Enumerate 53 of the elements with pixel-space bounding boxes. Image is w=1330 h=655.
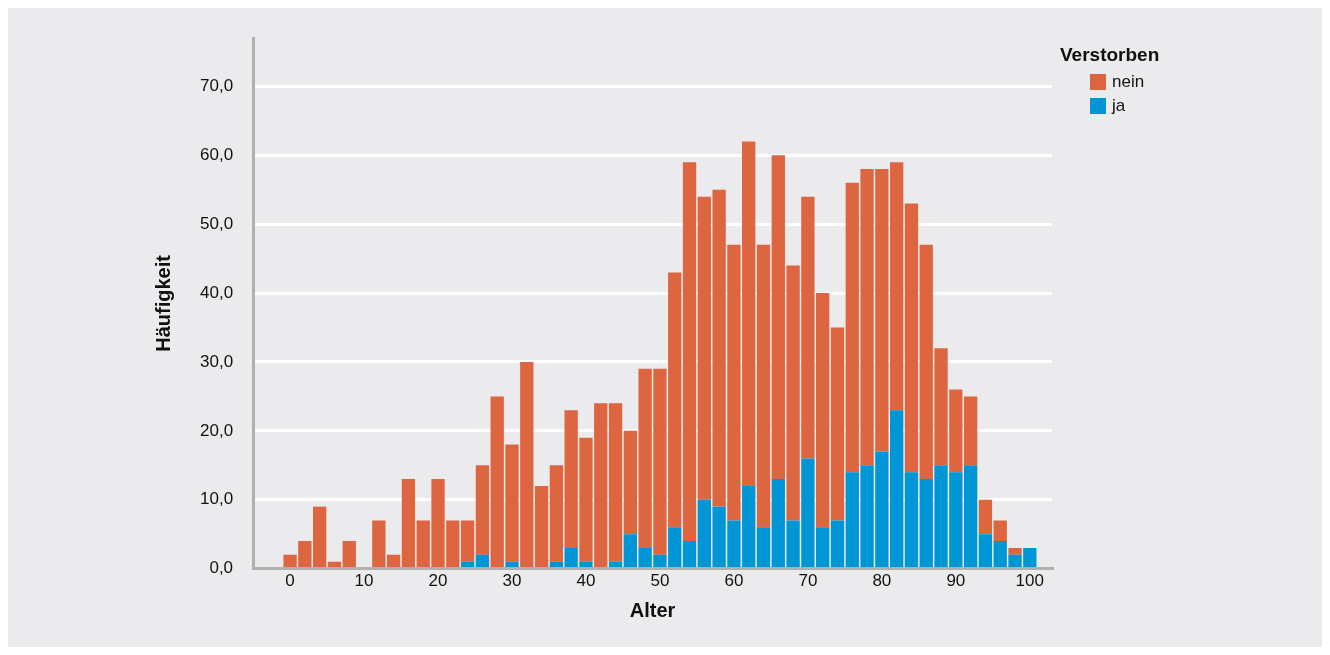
x-tick-label: 30 <box>502 571 522 591</box>
bar <box>756 527 771 568</box>
bar <box>904 472 919 568</box>
bar <box>830 327 845 521</box>
bar <box>549 465 564 562</box>
bar <box>682 162 697 542</box>
x-tick-label: 20 <box>428 571 448 591</box>
y-tick-label: 40,0 <box>199 282 234 302</box>
bar <box>963 396 978 466</box>
bar <box>682 541 697 568</box>
x-tick-label: 80 <box>872 571 892 591</box>
bar <box>756 244 771 528</box>
legend-label: ja <box>1112 96 1126 116</box>
bar <box>993 520 1007 542</box>
bar <box>460 561 475 568</box>
bar <box>608 561 623 568</box>
bar <box>401 479 416 568</box>
bar <box>978 534 993 568</box>
bar <box>475 465 490 555</box>
bar <box>327 561 342 568</box>
bar <box>386 554 401 568</box>
y-tick-label: 50,0 <box>199 213 234 233</box>
bar <box>830 520 845 568</box>
bar <box>534 485 549 568</box>
y-tick-label: 70,0 <box>199 76 234 96</box>
x-tick-label: 90 <box>946 571 966 591</box>
bar <box>608 403 623 562</box>
x-tick-label: 0 <box>285 571 295 591</box>
bar <box>1008 547 1022 555</box>
y-tick-label: 20,0 <box>199 420 234 440</box>
bar <box>475 554 490 568</box>
y-tick-label: 10,0 <box>199 489 234 509</box>
legend-label: nein <box>1112 72 1145 92</box>
x-tick-label: 70 <box>798 571 818 591</box>
x-tick-label: 10 <box>354 571 374 591</box>
bar <box>342 541 356 568</box>
x-tick-label: 50 <box>650 571 670 591</box>
bar <box>372 520 386 568</box>
bar <box>460 520 475 562</box>
x-axis-title: Alter <box>629 598 676 621</box>
y-tick-label: 30,0 <box>199 351 234 371</box>
bar <box>963 465 978 568</box>
y-tick-label: 0,0 <box>209 558 234 578</box>
bar <box>978 499 993 535</box>
bar <box>549 561 564 568</box>
y-axis-title: Häufigkeit <box>151 254 174 352</box>
y-tick-label: 60,0 <box>199 144 234 164</box>
x-tick-label: 60 <box>724 571 744 591</box>
legend-title: Verstorben <box>1060 44 1160 66</box>
bar <box>505 561 519 568</box>
bar <box>904 203 919 473</box>
x-tick-label: 40 <box>576 571 596 591</box>
x-tick-label: 100 <box>1015 571 1044 591</box>
